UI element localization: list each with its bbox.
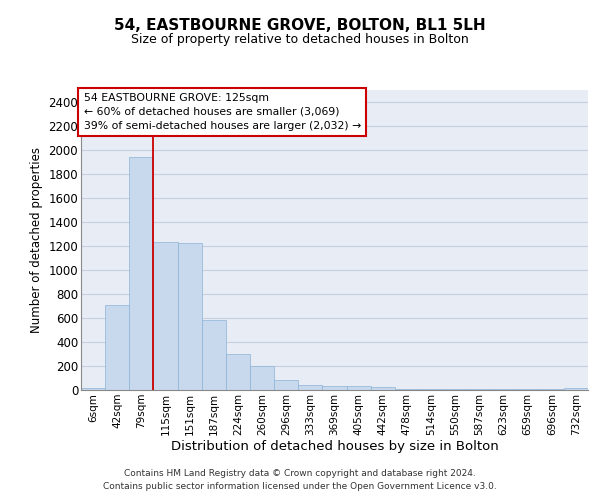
Text: 54 EASTBOURNE GROVE: 125sqm
← 60% of detached houses are smaller (3,069)
39% of : 54 EASTBOURNE GROVE: 125sqm ← 60% of det… <box>83 93 361 131</box>
Bar <box>250 366 274 390</box>
X-axis label: Distribution of detached houses by size in Bolton: Distribution of detached houses by size … <box>170 440 499 454</box>
Bar <box>226 354 250 390</box>
Text: Contains HM Land Registry data © Crown copyright and database right 2024.
Contai: Contains HM Land Registry data © Crown c… <box>103 470 497 491</box>
Bar <box>202 320 226 390</box>
Bar <box>298 384 322 390</box>
Bar <box>443 389 467 390</box>
Y-axis label: Number of detached properties: Number of detached properties <box>30 147 43 333</box>
Bar <box>154 242 178 390</box>
Text: Size of property relative to detached houses in Bolton: Size of property relative to detached ho… <box>131 32 469 46</box>
Bar <box>178 243 202 390</box>
Bar <box>322 386 347 390</box>
Bar <box>419 389 443 390</box>
Bar <box>371 387 395 390</box>
Bar <box>105 305 129 390</box>
Bar <box>395 389 419 390</box>
Bar <box>129 157 154 390</box>
Bar <box>347 386 371 390</box>
Text: 54, EASTBOURNE GROVE, BOLTON, BL1 5LH: 54, EASTBOURNE GROVE, BOLTON, BL1 5LH <box>114 18 486 32</box>
Bar <box>564 388 588 390</box>
Bar <box>81 388 105 390</box>
Bar <box>274 380 298 390</box>
